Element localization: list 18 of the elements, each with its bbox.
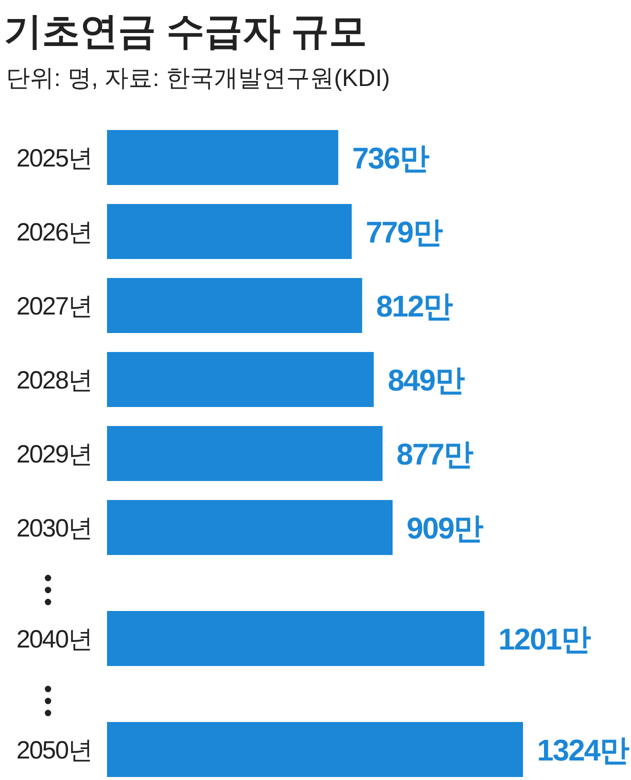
y-tick-label: 2026년 [16, 218, 92, 246]
data-label: 1324만 [537, 734, 630, 768]
y-tick-label: 2028년 [16, 366, 92, 394]
y-tick-label: 2029년 [16, 440, 92, 468]
y-tick-label: 2027년 [16, 292, 92, 320]
chart-subtitle: 단위: 명, 자료: 한국개발연구원(KDI) [6, 65, 390, 92]
data-label: 849만 [388, 364, 465, 398]
y-tick-label: 2040년 [16, 626, 92, 654]
data-label: 877만 [396, 438, 474, 472]
y-tick-label: 2050년 [16, 736, 92, 764]
y-tick-label: 2025년 [16, 144, 92, 172]
data-label: 1201만 [498, 624, 592, 656]
data-label: 909만 [406, 512, 484, 546]
data-label: 779만 [366, 216, 443, 250]
chart-title: 기초연금 수급자 규모 [4, 11, 368, 53]
data-label: 812만 [376, 290, 454, 324]
data-label: 736만 [352, 142, 430, 176]
y-tick-label: 2030년 [16, 514, 92, 542]
